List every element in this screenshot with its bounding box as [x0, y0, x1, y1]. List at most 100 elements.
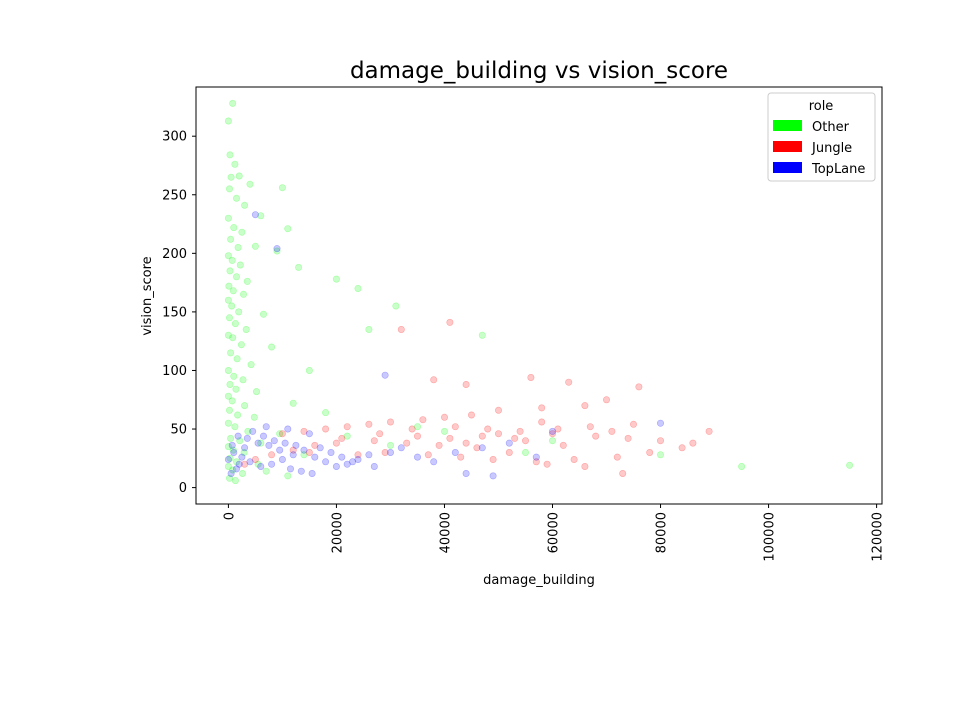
- point-other-64: [224, 419, 232, 427]
- point-toplane-51: [234, 432, 242, 440]
- x-tick-label-0: 0: [222, 512, 237, 520]
- point-other-34: [235, 308, 243, 316]
- y-tick-label-0: 0: [179, 481, 187, 496]
- point-other-82: [239, 469, 247, 477]
- point-other-14: [238, 228, 246, 236]
- point-jungle-59: [268, 451, 276, 459]
- point-other-21: [228, 256, 236, 264]
- point-jungle-17: [322, 425, 330, 433]
- point-toplane-47: [505, 439, 513, 447]
- point-other-57: [228, 397, 236, 405]
- point-other-45: [233, 355, 241, 363]
- point-toplane-23: [265, 441, 273, 449]
- point-other-93: [413, 423, 421, 431]
- point-toplane-54: [284, 425, 292, 433]
- x-tick-label-1: 20000: [330, 512, 345, 553]
- point-jungle-39: [370, 437, 378, 445]
- point-jungle-18: [300, 427, 308, 435]
- point-jungle-30: [678, 444, 686, 452]
- point-other-39: [392, 302, 400, 310]
- x-tick-label-5: 100000: [763, 512, 778, 562]
- x-axis-ticks: 0 20000 40000 60000 80000 100000 120000: [222, 504, 886, 562]
- y-axis-label: vision_score: [140, 256, 155, 335]
- x-tick-label-3: 60000: [547, 512, 562, 553]
- point-other-25: [233, 273, 241, 281]
- point-other-22: [236, 261, 244, 269]
- point-toplane-36: [316, 444, 324, 452]
- point-other-43: [268, 343, 276, 351]
- point-jungle-58: [305, 448, 313, 456]
- point-jungle-51: [559, 441, 567, 449]
- y-tick-label-5: 250: [162, 188, 187, 203]
- point-other-78: [254, 460, 262, 468]
- point-toplane-38: [338, 453, 346, 461]
- point-jungle-45: [424, 451, 432, 459]
- point-jungle-32: [613, 453, 621, 461]
- point-other-52: [226, 380, 234, 388]
- point-other-47: [365, 325, 373, 333]
- point-other-74: [240, 448, 248, 456]
- point-other-10: [241, 201, 249, 209]
- point-other-79: [386, 441, 394, 449]
- point-toplane-17: [332, 462, 340, 470]
- point-jungle-64: [511, 434, 519, 442]
- point-other-35: [259, 310, 267, 318]
- point-jungle-63: [494, 430, 502, 438]
- x-tick-label-4: 80000: [655, 512, 670, 553]
- point-jungle-61: [241, 460, 249, 468]
- point-toplane-31: [243, 434, 251, 442]
- point-jungle-19: [278, 430, 286, 438]
- legend: role Other Jungle TopLane: [767, 92, 876, 182]
- point-other-15: [284, 225, 292, 233]
- point-jungle-37: [435, 441, 443, 449]
- legend-title: role: [809, 99, 834, 114]
- point-other-60: [226, 406, 234, 414]
- point-other-77: [233, 458, 241, 466]
- point-jungle-28: [689, 439, 697, 447]
- point-jungle-67: [629, 420, 637, 428]
- point-toplane-13: [289, 451, 297, 459]
- point-jungle-49: [581, 462, 589, 470]
- point-other-37: [231, 320, 239, 328]
- y-axis-ticks: 0 50 100 150 200 250 300: [162, 130, 196, 496]
- point-other-24: [226, 267, 234, 275]
- point-jungle-16: [343, 423, 351, 431]
- point-jungle-68: [608, 427, 616, 435]
- point-other-80: [224, 462, 232, 470]
- point-other-51: [305, 366, 313, 374]
- point-other-0: [224, 117, 232, 125]
- y-tick-label-4: 200: [162, 247, 187, 262]
- x-tick-label-2: 40000: [438, 512, 453, 553]
- point-toplane-42: [397, 444, 405, 452]
- point-toplane-5: [548, 427, 556, 435]
- point-other-18: [251, 242, 259, 250]
- point-toplane-50: [228, 441, 236, 449]
- point-other-36: [226, 314, 234, 322]
- point-other-11: [257, 212, 265, 220]
- point-jungle-54: [446, 434, 454, 442]
- point-toplane-18: [343, 460, 351, 468]
- y-tick-label-1: 50: [170, 423, 187, 438]
- point-jungle-4: [527, 373, 535, 381]
- point-other-3: [231, 160, 239, 168]
- point-other-62: [250, 413, 258, 421]
- point-jungle-25: [592, 432, 600, 440]
- point-other-67: [276, 430, 284, 438]
- point-toplane-39: [349, 458, 357, 466]
- point-other-28: [225, 282, 233, 290]
- point-toplane-16: [322, 458, 330, 466]
- point-other-46: [247, 361, 255, 369]
- point-toplane-21: [241, 444, 249, 452]
- point-toplane-34: [281, 439, 289, 447]
- point-toplane-20: [365, 451, 373, 459]
- point-other-32: [224, 296, 232, 304]
- point-toplane-3: [489, 472, 497, 480]
- point-other-9: [233, 194, 241, 202]
- point-other-48: [224, 366, 232, 374]
- point-toplane-1: [273, 245, 281, 253]
- point-toplane-26: [297, 467, 305, 475]
- point-other-73: [229, 446, 237, 454]
- point-jungle-31: [646, 448, 654, 456]
- point-jungle-48: [543, 460, 551, 468]
- point-other-89: [656, 451, 664, 459]
